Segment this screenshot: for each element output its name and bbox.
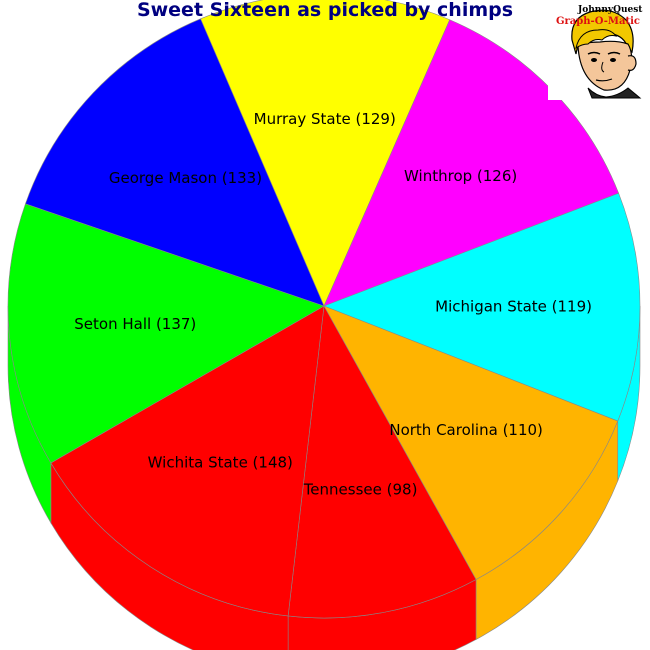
slice-label-george-mason: George Mason (133)	[109, 169, 262, 187]
slice-tennessee	[287, 305, 477, 619]
slice-label-michigan-state: Michigan State (119)	[435, 298, 592, 316]
slice-wichita-state	[50, 305, 325, 617]
slice-label-tennessee: Tennessee (98)	[303, 481, 418, 499]
slice-label-murray-state: Murray State (129)	[254, 110, 396, 128]
slice-label-wichita-state: Wichita State (148)	[148, 454, 293, 472]
pie-slices	[7, 0, 641, 619]
slice-north-carolina	[323, 305, 619, 580]
slice-michigan-state	[323, 192, 641, 422]
slice-label-winthrop: Winthrop (126)	[404, 167, 517, 185]
chart-title: Sweet Sixteen as picked by chimps	[137, 0, 513, 21]
logo-line2: Graph-O-Matic	[556, 16, 640, 27]
slice-murray-state	[200, 0, 451, 307]
pie-3d-sides	[7, 305, 641, 650]
slice-label-seton-hall: Seton Hall (137)	[74, 315, 196, 333]
logo-line1: JohnnyQuest	[577, 5, 643, 15]
pie-labels: Murray State (129) Winthrop (126) Michigan…	[74, 110, 592, 499]
slice-seton-hall	[7, 203, 325, 464]
slice-george-mason	[25, 18, 325, 307]
slice-label-north-carolina: North Carolina (110)	[389, 421, 543, 439]
graph-o-matic-logo: JohnnyQuest Graph-O-Matic	[548, 0, 648, 100]
